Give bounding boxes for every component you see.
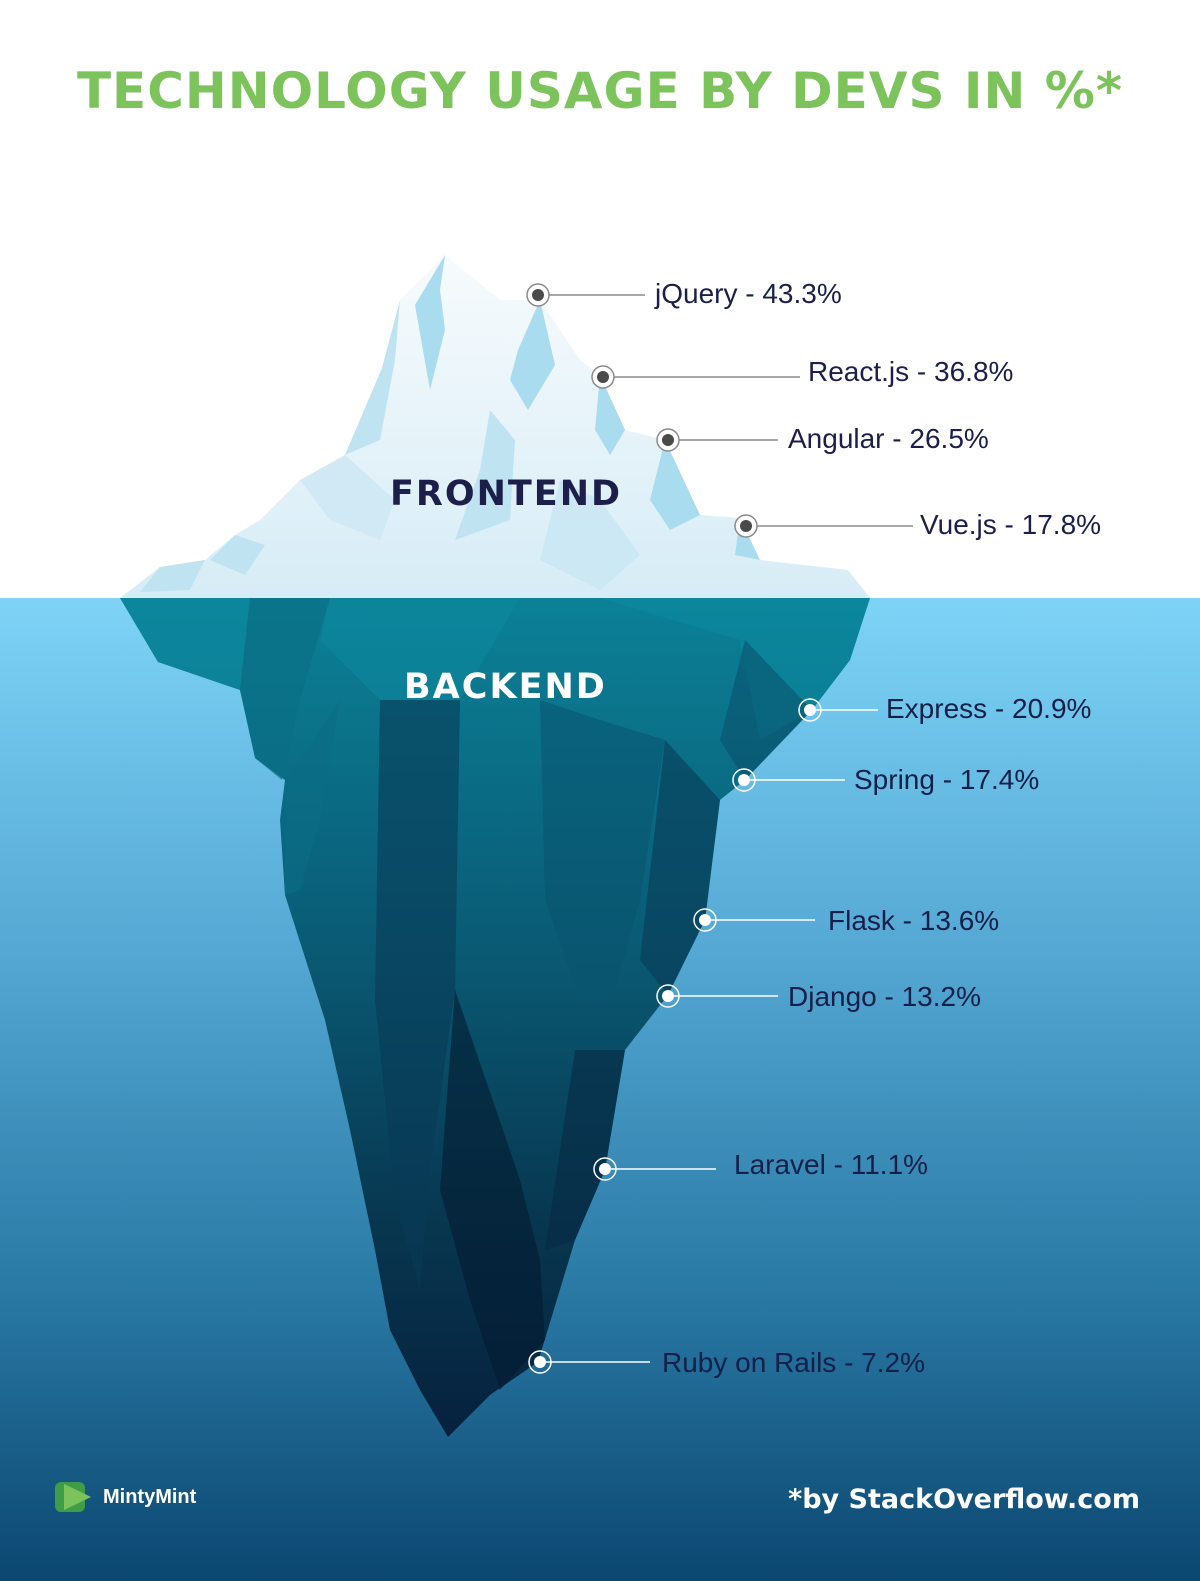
- callout-react: React.js - 36.8%: [808, 356, 1014, 387]
- marker-ruby-on-rails: [528, 1350, 552, 1374]
- callout-flask: Flask - 13.6%: [828, 905, 1000, 936]
- frontend-label: FRONTEND: [390, 474, 623, 514]
- brand-name: MintyMint: [103, 1485, 197, 1508]
- source-note: *by StackOverflow.com: [788, 1484, 1140, 1515]
- marker-spring: [732, 768, 756, 792]
- backend-leaders: [540, 709, 878, 1363]
- callout-django: Django - 13.2%: [788, 981, 982, 1012]
- marker-django: [656, 984, 680, 1008]
- backend-label: BACKEND: [404, 667, 607, 707]
- callout-vue: Vue.js - 17.8%: [920, 509, 1102, 540]
- callout-jquery: jQuery - 43.3%: [655, 278, 842, 309]
- page-title: TECHNOLOGY USAGE BY DEVS IN %*: [76, 62, 1124, 120]
- brand-logo: MintyMint: [55, 1480, 196, 1514]
- frontend-leaders: [538, 294, 913, 527]
- marker-flask: [693, 908, 717, 932]
- callout-angular: Angular - 26.5%: [788, 423, 989, 454]
- callout-express: Express - 20.9%: [886, 693, 1092, 724]
- play-logo-icon: [55, 1482, 91, 1512]
- callout-ruby-on-rails: Ruby on Rails - 7.2%: [662, 1347, 926, 1378]
- callout-spring: Spring - 17.4%: [854, 764, 1040, 795]
- backend-markers: [528, 698, 822, 1374]
- marker-laravel: [593, 1157, 617, 1181]
- callout-laravel: Laravel - 11.1%: [734, 1149, 929, 1180]
- frontend-markers: [526, 283, 758, 538]
- marker-express: [798, 698, 822, 722]
